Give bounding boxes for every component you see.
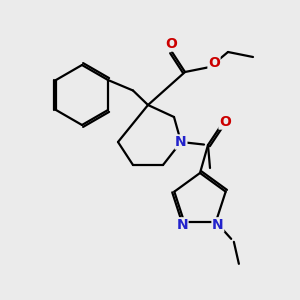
Text: O: O [208,56,220,70]
Text: O: O [165,37,177,51]
Text: O: O [219,115,231,129]
Text: N: N [212,218,224,232]
Text: N: N [176,218,188,232]
Text: N: N [175,135,187,149]
